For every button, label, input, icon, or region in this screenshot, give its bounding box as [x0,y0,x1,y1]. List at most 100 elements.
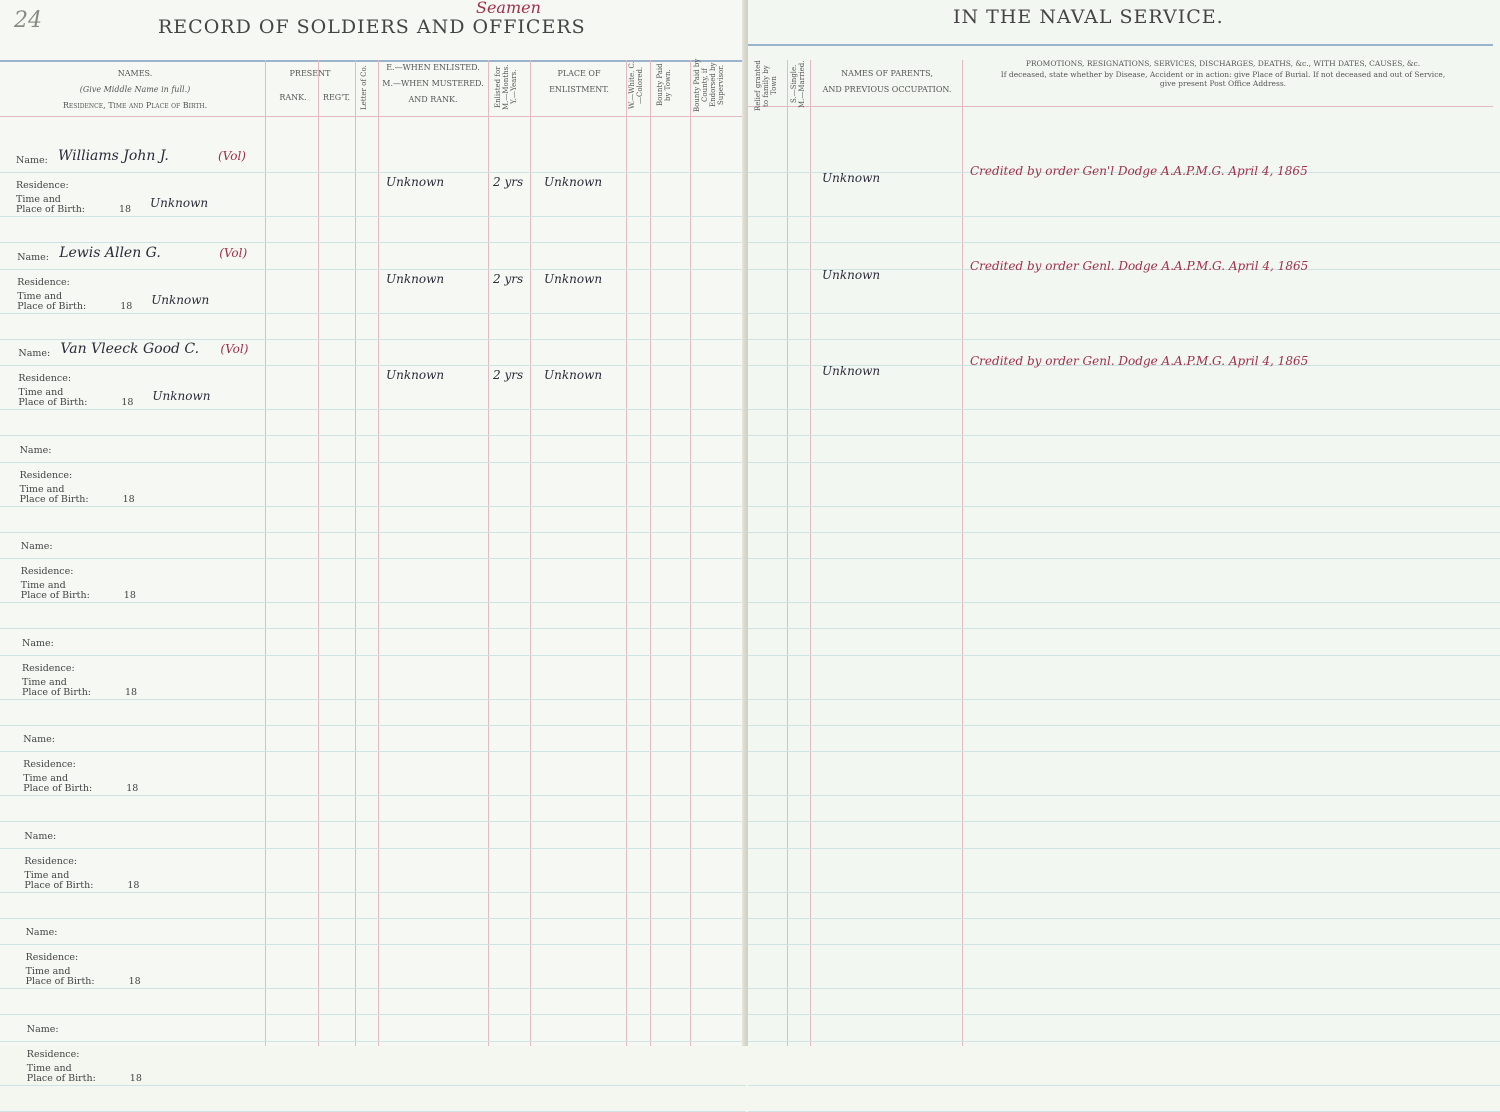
volunteer-note: (Vol) [220,342,249,356]
ruled-line [0,654,746,656]
ruled-line [748,891,1500,893]
ruled-line [748,365,1500,366]
right-title: IN THE NAVAL SERVICE. [953,6,1224,28]
ruled-line [748,409,1500,410]
ruled-line [0,891,746,893]
parents-occupation: Unknown [822,171,881,185]
place-of-birth-label: Place of Birth: [17,300,87,312]
residence-label: Residence: [25,952,79,963]
parents-occupation: Unknown [822,364,881,378]
place-of-birth-label: Place of Birth: [18,397,88,408]
header-rank: RANK. [279,93,307,102]
ruled-line [748,1040,1500,1042]
soldier-name: Van Vleeck Good C. [60,341,200,357]
ruled-line [0,172,746,173]
ruled-line [748,1084,1500,1086]
ruled-line [748,654,1500,656]
page-number: 24 [14,8,42,33]
time-and-label: Time and [19,483,65,495]
ruled-line [748,944,1500,945]
ruled-line [0,821,746,822]
enlistment-date: Unknown [386,368,445,382]
ruled-line [748,558,1500,559]
ruled-line [748,751,1500,752]
ruled-line [0,1110,746,1112]
soldier-name: Lewis Allen G. [59,244,161,261]
ruled-line [748,268,1500,270]
book-gutter [742,0,752,1046]
term-of-enlistment: 2 yrs [493,175,524,189]
place-of-birth-label: Place of Birth: [20,590,90,601]
birth-year-prefix: 18 [128,976,141,987]
residence-label: Residence: [24,855,78,867]
ruled-line [748,172,1500,173]
residence-label: Residence: [18,373,72,384]
remarks: Credited by order Gen'l Dodge A.A.P.M.G.… [970,164,1308,178]
ruled-line [0,795,746,796]
name-label: Name: [22,637,54,649]
volunteer-note: (Vol) [218,149,246,163]
header-single-married: S.—Single. M.—Married. [790,60,806,108]
residence-label: Residence: [22,662,75,674]
name-label: Name: [19,444,52,456]
header-relief: Relief granted to family by Town [754,60,778,112]
residence-label: Residence: [20,566,74,577]
name-label: Name: [16,155,48,166]
ruled-line [748,698,1500,700]
enlistment-date: Unknown [386,271,445,286]
name-label: Name: [23,734,55,745]
term-of-enlistment: 2 yrs [493,368,524,382]
name-label: Name: [20,541,53,552]
header-enlisted-for: Enlisted for M.—Months. Y.—Years. [494,64,518,110]
title-correction: Seamen [476,0,541,17]
time-and-label: Time and [16,194,61,205]
ruled-line [0,1040,746,1042]
ruled-line [748,724,1500,726]
name-label: Name: [26,1023,59,1035]
birth-year-prefix: 18 [127,879,140,891]
header-bottom-rule [0,116,746,117]
ruled-line [0,917,746,919]
header-parents: NAMES OF PARENTS, AND PREVIOUS OCCUPATION… [822,69,952,94]
header-white-colored: W.—White. C.—Colored. [628,61,644,109]
birth-year-prefix: 18 [126,783,139,794]
birth-year-prefix: 18 [123,590,136,601]
header-bounty-county: Bounty Paid by County, if Endorsed by Su… [693,58,725,112]
ruled-line [0,461,746,463]
ruled-line [748,505,1500,507]
ruled-line [748,461,1500,463]
header-present: PRESENT [289,69,331,78]
header-place-enlistment: PLACE OF ENLISTMENT. [549,69,609,94]
ruled-line [0,268,746,270]
ruled-line [0,847,746,849]
birth-year-prefix: 18 [120,300,133,312]
volunteer-note: (Vol) [219,245,248,260]
enlistment-date: Unknown [386,175,445,189]
left-page: 24 RECORD OF SOLDIERS AND OFFICERS Seame… [0,0,746,1112]
time-and-label: Time and [23,773,69,784]
birth-year-prefix: 18 [129,1072,142,1084]
place-of-enlistment: Unknown [544,368,603,382]
ruled-line [748,531,1500,533]
header-regt: REG'T. [322,93,351,102]
left-title: RECORD OF SOLDIERS AND OFFICERS [158,16,586,38]
header-rule [0,60,746,62]
ruled-line [748,917,1500,919]
place-of-enlistment: Unknown [544,271,603,286]
ruled-line [0,1084,746,1086]
ruled-line [748,821,1500,822]
birth-year-prefix: 18 [122,493,135,505]
place-of-birth-label: Place of Birth: [25,976,95,987]
ruled-line [0,698,746,700]
name-label: Name: [24,830,57,842]
time-and-label: Time and [17,290,63,302]
ruled-line [0,242,746,243]
place-of-birth-label: Place of Birth: [26,1072,96,1084]
header-names: NAMES. (Give Middle Name in full.) Resid… [62,69,208,110]
ruled-line [0,602,746,603]
ruled-line [748,435,1500,436]
time-and-label: Time and [24,869,70,881]
ruled-line [0,409,746,410]
ruled-line [0,312,746,314]
header-rule-right [748,44,1493,46]
